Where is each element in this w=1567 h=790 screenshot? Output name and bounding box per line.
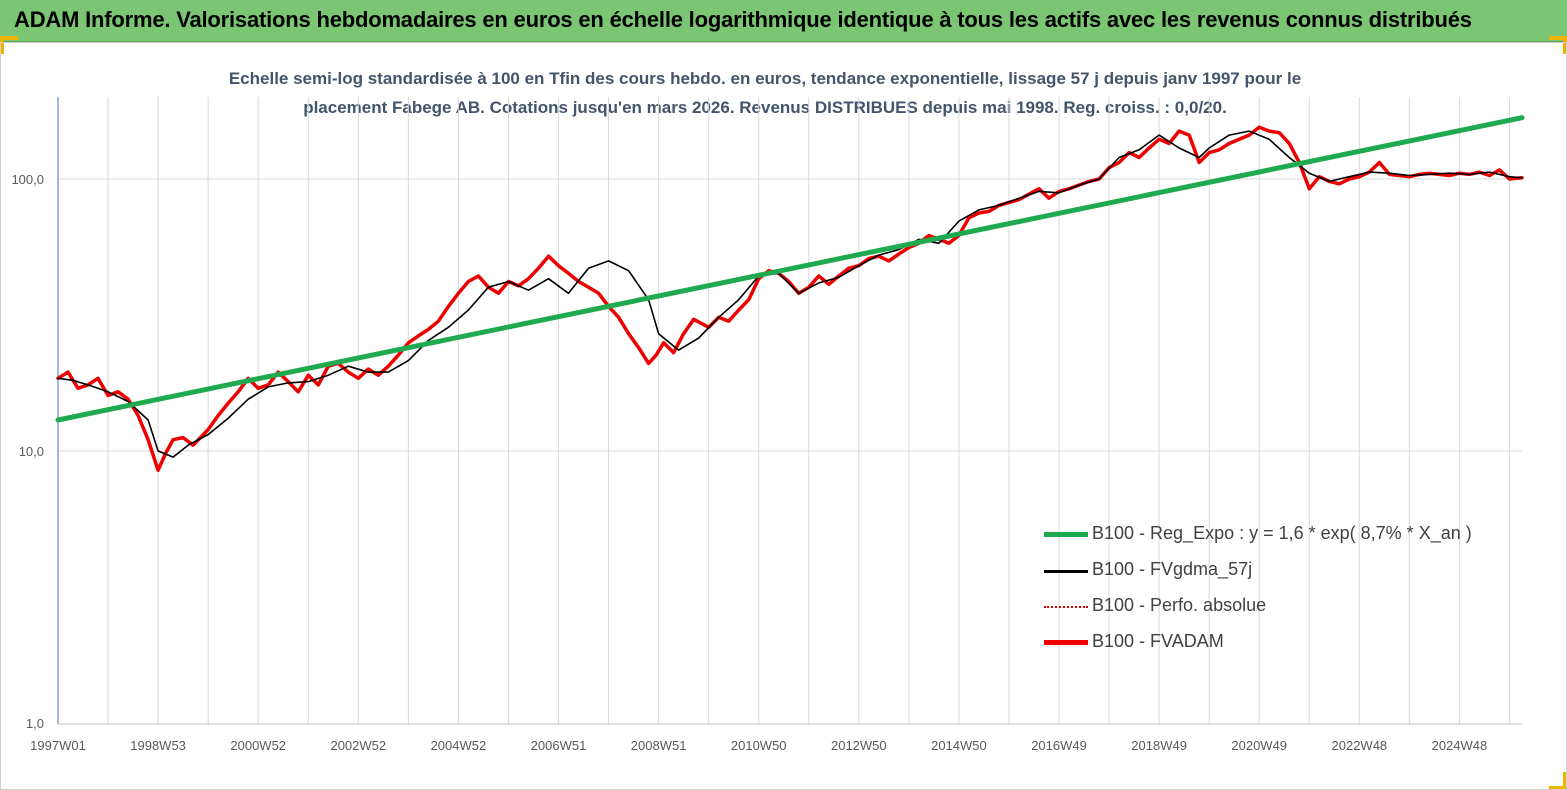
chart-title-line-2: placement Fabege AB. Cotations jusqu'en … [303, 98, 1227, 117]
legend-item-fvgdma: B100 - FVgdma_57j [1040, 554, 1500, 590]
corner-marker-top-left [0, 36, 18, 54]
series-line-fvadam [56, 125, 1524, 472]
legend-item-regression: B100 - Reg_Expo : y = 1,6 * exp( 8,7% * … [1040, 518, 1500, 554]
x-tick-label: 2006W51 [531, 738, 587, 753]
x-tick-label: 2014W50 [931, 738, 987, 753]
legend-swatch-green [1044, 532, 1088, 537]
x-tick-label: 2012W50 [831, 738, 887, 753]
x-tick-label: 2002W52 [330, 738, 386, 753]
page-title: ADAM Informe. Valorisations hebdomadaire… [14, 7, 1472, 32]
x-tick-label: 2022W48 [1332, 738, 1388, 753]
chart-legend: B100 - Reg_Expo : y = 1,6 * exp( 8,7% * … [1040, 518, 1500, 662]
legend-swatch-red [1044, 640, 1088, 645]
x-tick-label: 2004W52 [431, 738, 487, 753]
legend-label-fvadam: B100 - FVADAM [1092, 631, 1224, 651]
x-tick-label: 2024W48 [1432, 738, 1488, 753]
x-tick-label: 2010W50 [731, 738, 787, 753]
y-tick-label: 10,0 [19, 444, 44, 459]
legend-swatch-black [1044, 570, 1088, 573]
x-tick-label: 1998W53 [130, 738, 186, 753]
legend-item-perfo: B100 - Perfo. absolue [1040, 590, 1500, 626]
corner-marker-top-right [1549, 36, 1567, 54]
y-tick-label: 1,0 [26, 716, 44, 731]
x-tick-label: 2008W51 [631, 738, 687, 753]
legend-label-fvgdma: B100 - FVgdma_57j [1092, 559, 1253, 579]
corner-marker-bottom-right [1549, 772, 1567, 790]
x-tick-label: 2018W49 [1131, 738, 1187, 753]
x-tick-label: 2000W52 [230, 738, 286, 753]
legend-label-regression: B100 - Reg_Expo : y = 1,6 * exp( 8,7% * … [1092, 523, 1472, 543]
y-tick-label: 100,0 [11, 172, 44, 187]
legend-label-perfo: B100 - Perfo. absolue [1092, 595, 1267, 615]
legend-swatch-dotted-red [1044, 606, 1088, 608]
series-line-regression [55, 115, 1525, 423]
legend-item-fvadam: B100 - FVADAM [1040, 626, 1500, 662]
series-line-fvgdma [57, 130, 1523, 458]
x-tick-label: 2020W49 [1231, 738, 1287, 753]
header-banner: ADAM Informe. Valorisations hebdomadaire… [0, 0, 1567, 42]
x-tick-label: 2016W49 [1031, 738, 1087, 753]
x-tick-label: 1997W01 [30, 738, 86, 753]
chart-title-line-1: Echelle semi-log standardisée à 100 en T… [228, 69, 1302, 88]
